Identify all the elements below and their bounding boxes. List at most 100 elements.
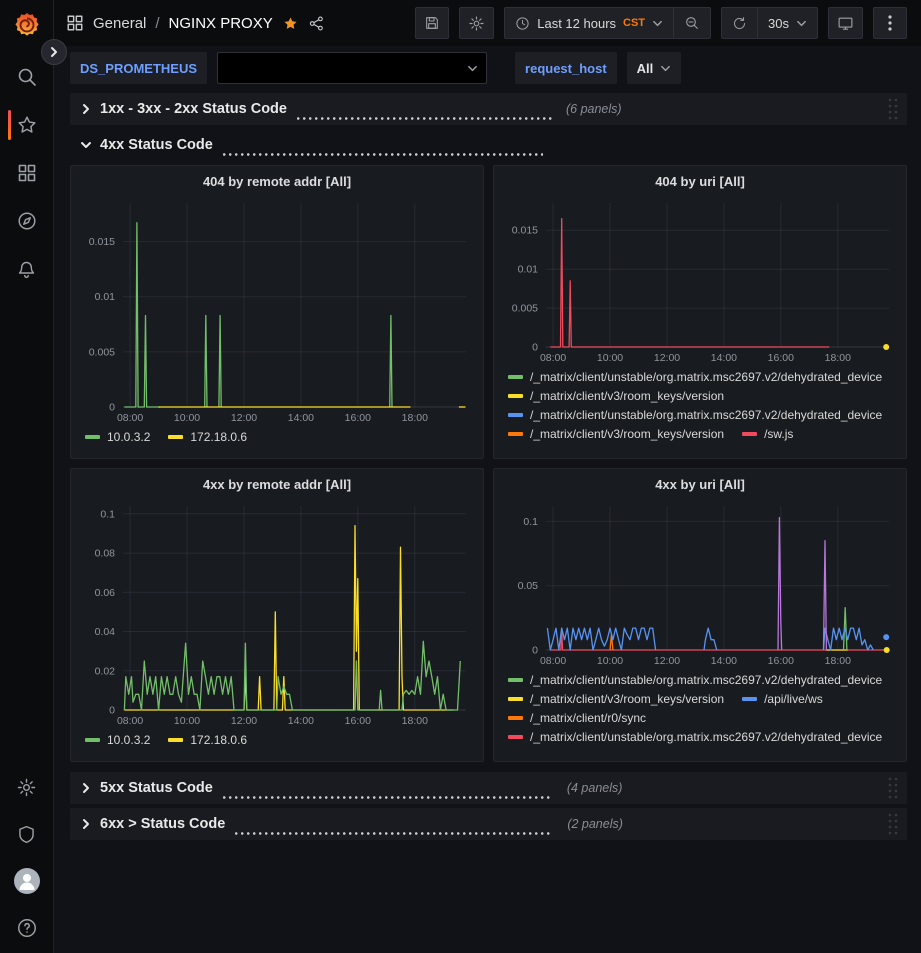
panel-title[interactable]: 4xx by remote addr [All] (79, 474, 475, 498)
row-header-5xx[interactable]: 5xx Status Code (4 panels) (70, 772, 907, 804)
legend-item[interactable]: /_matrix/client/unstable/org.matrix.msc2… (508, 673, 882, 687)
svg-text:08:00: 08:00 (117, 715, 143, 727)
sidebar-expand-button[interactable] (41, 39, 67, 65)
favorite-star-icon[interactable] (282, 15, 299, 32)
chevron-down-icon (660, 63, 671, 74)
row-header-4xx[interactable]: 4xx Status Code (70, 129, 907, 161)
sidebar-item-configuration[interactable] (0, 774, 54, 800)
legend-swatch (742, 697, 757, 701)
drag-handle[interactable] (887, 775, 899, 801)
row-header-1xx[interactable]: 1xx - 3xx - 2xx Status Code (6 panels) (70, 93, 907, 125)
panel-legend: /_matrix/client/unstable/org.matrix.msc2… (508, 673, 898, 744)
legend-item[interactable]: 10.0.3.2 (85, 733, 150, 747)
legend-label: 10.0.3.2 (107, 733, 150, 747)
chevron-down-icon (80, 139, 92, 151)
variable-host-value: All (637, 61, 654, 76)
drag-handle[interactable] (887, 96, 899, 122)
panel-title[interactable]: 404 by uri [All] (502, 171, 898, 195)
legend-item[interactable]: 172.18.0.6 (168, 430, 247, 444)
legend-swatch (508, 678, 523, 682)
svg-text:0.02: 0.02 (95, 665, 116, 677)
sidebar-item-starred[interactable] (0, 112, 54, 138)
legend-item[interactable]: /sw.js (742, 427, 793, 441)
panel-title[interactable]: 404 by remote addr [All] (79, 171, 475, 195)
legend-item[interactable]: /_matrix/client/v3/room_keys/version (508, 427, 724, 441)
sidebar (0, 0, 54, 953)
breadcrumb-separator: / (155, 15, 159, 32)
legend-item[interactable]: 172.18.0.6 (168, 733, 247, 747)
breadcrumb: General / NGINX PROXY (66, 14, 325, 32)
sidebar-item-help[interactable] (0, 915, 54, 941)
panel-legend: 10.0.3.2 172.18.0.6 (85, 430, 475, 444)
legend-item[interactable]: /_matrix/client/r0/sync (508, 711, 646, 725)
refresh-interval-label: 30s (768, 16, 789, 31)
sidebar-item-dashboards[interactable] (0, 160, 54, 186)
dashboard-settings-button[interactable] (459, 7, 494, 39)
svg-text:0.015: 0.015 (89, 236, 115, 248)
bell-icon (16, 259, 37, 280)
time-range-label: Last 12 hours (537, 16, 616, 31)
row-panel-count: (4 panels) (567, 781, 623, 795)
timeseries-chart[interactable]: 00.0050.010.01508:0010:0012:0014:0016:00… (502, 195, 899, 367)
apps-icon (17, 163, 37, 183)
legend-label: /_matrix/client/unstable/org.matrix.msc2… (530, 673, 882, 687)
shield-icon (16, 824, 37, 845)
legend-swatch (508, 375, 523, 379)
clock-icon (515, 16, 530, 31)
legend-swatch (508, 394, 523, 398)
time-picker-group: Last 12 hours CST (504, 7, 711, 39)
save-button[interactable] (415, 7, 449, 39)
svg-text:18:00: 18:00 (825, 352, 851, 364)
refresh-button[interactable] (722, 8, 757, 38)
variable-ds-label[interactable]: DS_PROMETHEUS (80, 61, 197, 76)
sidebar-item-profile[interactable] (0, 868, 54, 894)
refresh-interval-button[interactable]: 30s (758, 8, 817, 38)
variable-ds-value-redacted[interactable] (217, 52, 487, 84)
zoom-out-button[interactable] (674, 8, 710, 38)
kebab-icon (888, 15, 892, 31)
variable-host-value-dropdown[interactable]: All (627, 52, 682, 84)
legend-label: /_matrix/client/unstable/org.matrix.msc2… (530, 370, 882, 384)
svg-text:14:00: 14:00 (288, 715, 314, 727)
toolbar: Last 12 hours CST 30s (415, 7, 907, 39)
svg-text:18:00: 18:00 (402, 715, 428, 727)
svg-text:0.1: 0.1 (523, 516, 538, 528)
panel-grid: 404 by remote addr [All] 00.0050.010.015… (70, 165, 907, 762)
legend-item[interactable]: /_matrix/client/v3/room_keys/version (508, 389, 724, 403)
svg-text:0.1: 0.1 (100, 508, 115, 520)
legend-item[interactable]: 10.0.3.2 (85, 430, 150, 444)
row-header-6xx[interactable]: 6xx > Status Code (2 panels) (70, 808, 907, 840)
sidebar-item-server-admin[interactable] (0, 821, 54, 847)
time-range-button[interactable]: Last 12 hours CST (505, 8, 673, 38)
panel-title[interactable]: 4xx by uri [All] (502, 474, 898, 498)
row-title: 1xx - 3xx - 2xx Status Code (100, 101, 287, 117)
cycle-view-button[interactable] (828, 7, 863, 39)
legend-item[interactable]: /api/live/ws (742, 692, 823, 706)
variable-host-label[interactable]: request_host (525, 61, 607, 76)
timeseries-chart[interactable]: 00.050.108:0010:0012:0014:0016:0018:00 (502, 498, 899, 670)
svg-text:12:00: 12:00 (654, 655, 680, 667)
legend-swatch (85, 435, 100, 439)
svg-text:16:00: 16:00 (345, 715, 371, 727)
more-options-button[interactable] (873, 7, 907, 39)
panel-4xx-by-uri: 4xx by uri [All] 00.050.108:0010:0012:00… (493, 468, 907, 762)
sidebar-item-alerting[interactable] (0, 256, 54, 282)
grafana-logo[interactable] (12, 10, 42, 40)
timeseries-chart[interactable]: 00.0050.010.01508:0010:0012:0014:0016:00… (79, 195, 476, 427)
legend-swatch (508, 716, 523, 720)
legend-item[interactable]: /_matrix/client/v3/room_keys/version (508, 692, 724, 706)
row-panel-count: (2 panels) (567, 817, 623, 831)
legend-item[interactable]: /_matrix/client/unstable/org.matrix.msc2… (508, 408, 882, 422)
legend-item[interactable]: /_matrix/client/unstable/org.matrix.msc2… (508, 730, 882, 744)
share-icon[interactable] (308, 15, 325, 32)
timeseries-chart[interactable]: 00.020.040.060.080.108:0010:0012:0014:00… (79, 498, 476, 730)
main-area: General / NGINX PROXY Last 12 hours C (54, 0, 921, 953)
breadcrumb-folder[interactable]: General (93, 15, 146, 32)
page-title[interactable]: NGINX PROXY (169, 15, 273, 32)
legend-label: /_matrix/client/r0/sync (530, 711, 646, 725)
legend-item[interactable]: /_matrix/client/unstable/org.matrix.msc2… (508, 370, 882, 384)
sidebar-item-search[interactable] (0, 64, 54, 90)
drag-handle[interactable] (887, 811, 899, 837)
svg-text:0.01: 0.01 (95, 291, 116, 303)
sidebar-item-explore[interactable] (0, 208, 54, 234)
